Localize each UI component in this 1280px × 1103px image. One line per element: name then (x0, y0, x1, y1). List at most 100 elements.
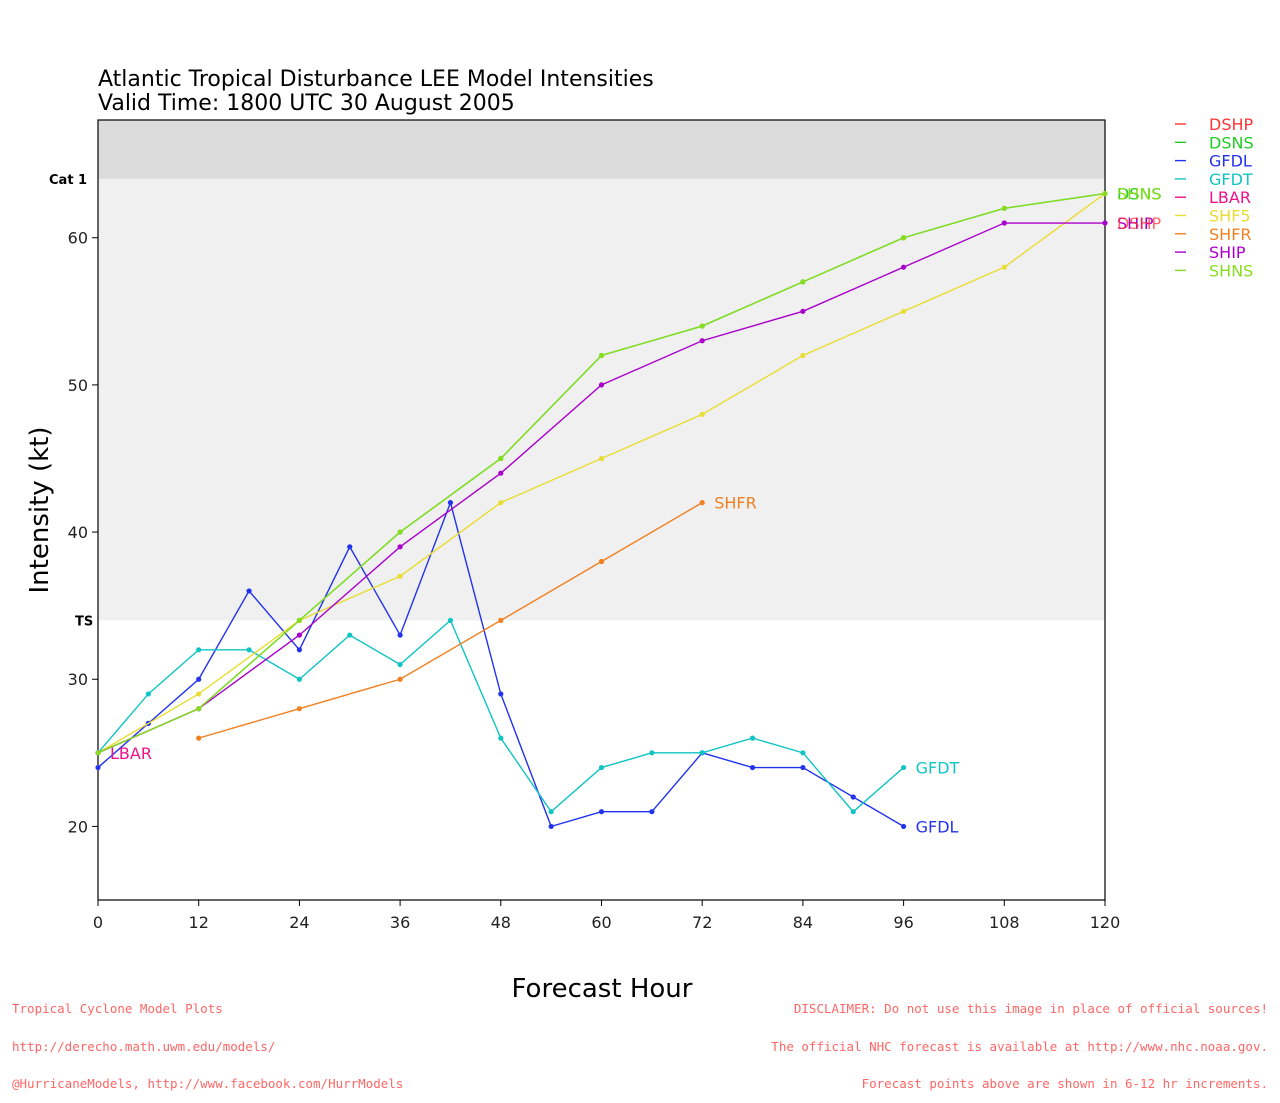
data-point-shf5 (397, 573, 403, 579)
y-tick-label: 50 (68, 376, 88, 395)
data-point-gfdt (246, 647, 252, 653)
data-point-gfdl (649, 809, 655, 815)
data-point-gfdl (347, 544, 353, 550)
data-point-gfdl (598, 809, 605, 815)
data-point-shns (699, 323, 705, 329)
x-tick-label: 12 (189, 913, 209, 932)
data-point-ship (1001, 220, 1007, 226)
data-point-shfr (699, 500, 705, 506)
data-point-ship (296, 632, 302, 638)
footer-credit-line: http://derecho.math.uwm.edu/models/ (12, 1038, 276, 1054)
data-point-shf5 (598, 455, 605, 462)
legend-entry-shfr: SHFR (1209, 225, 1252, 244)
y-tick-label: 60 (68, 229, 88, 248)
data-point-gfdt (749, 735, 756, 741)
x-tick-label: 108 (989, 913, 1020, 932)
end-label-gfdl: GFDL (916, 817, 959, 836)
data-point-shns (598, 352, 605, 359)
data-point-gfdl (901, 823, 907, 830)
x-tick-label: 84 (793, 913, 813, 932)
data-point-gfdt (447, 617, 454, 623)
x-tick-label: 24 (289, 913, 309, 932)
x-tick-label: 36 (390, 913, 410, 932)
data-point-shfr (498, 617, 504, 623)
end-label-dshp: DSHP (1117, 214, 1162, 233)
data-point-shns (196, 706, 202, 712)
end-label-shns: SHNS (1117, 185, 1161, 204)
data-point-gfdl (498, 691, 504, 697)
legend-entry-gfdl: GFDL (1209, 152, 1252, 171)
data-point-shns (800, 279, 806, 285)
data-point-gfdl (749, 764, 756, 771)
legend-entry-lbar: LBAR (1209, 188, 1251, 207)
data-point-ship (800, 308, 806, 314)
data-point-shns (498, 455, 504, 462)
data-point-gfdt (296, 676, 302, 682)
series-line-shfr (198, 502, 703, 739)
series-line-gfdt (97, 619, 905, 813)
data-point-shf5 (1001, 264, 1007, 270)
data-point-gfdt (397, 661, 403, 668)
data-point-shf5 (196, 691, 202, 697)
footer-credits: Tropical Cyclone Model Plots http://dere… (12, 978, 403, 1103)
data-point-gfdl (548, 823, 554, 830)
end-label-shfr: SHFR (714, 494, 757, 513)
legend-entry-ship: SHIP (1209, 243, 1246, 262)
footer-credit-line: Tropical Cyclone Model Plots (12, 1001, 223, 1016)
legend-entry-dsns: DSNS (1209, 133, 1254, 152)
y-tick-label: 20 (68, 817, 88, 836)
data-point-ship (598, 382, 605, 388)
data-point-shns (397, 529, 403, 535)
y-tick-label: 40 (68, 523, 88, 542)
data-point-gfdl (397, 632, 403, 638)
data-point-gfdt (901, 764, 907, 771)
axes: 0 12 24 36 48 60 72 84 96 108 120 20 30 40 50 60 (68, 119, 1120, 932)
data-point-shns (296, 617, 302, 623)
data-point-gfdt (699, 750, 705, 756)
data-point-shfr (598, 558, 605, 565)
chart-title: Atlantic Tropical Disturbance LEE Model … (98, 67, 654, 92)
x-tick-label: 72 (692, 913, 712, 932)
data-point-shfr (296, 706, 302, 712)
data-point-shf5 (901, 308, 907, 314)
x-tick-label: 60 (591, 913, 611, 932)
y-tick-label: 30 (68, 670, 88, 689)
data-point-shns (95, 750, 101, 756)
data-point-gfdl (95, 764, 101, 771)
intensity-chart: TS Cat 1 0 12 24 36 48 60 72 84 96 108 120 20 30 40 50 6… (25, 67, 1254, 1004)
legend-entry-dshp: DSHP (1209, 115, 1254, 134)
end-label-dsns: DSNS (1117, 185, 1162, 204)
data-point-shns (901, 235, 907, 241)
data-point-gfdl (800, 764, 806, 771)
data-point-gfdt (850, 809, 856, 815)
legend-entry-shns: SHNS (1209, 261, 1253, 280)
end-label-ship: SHIP (1117, 214, 1154, 233)
data-point-gfdl (850, 794, 856, 800)
data-point-shns (1001, 205, 1007, 211)
legend-entry-shf5: SHF5 (1209, 207, 1251, 226)
data-point-gfdt (548, 809, 554, 815)
data-point-shfr (196, 735, 202, 741)
end-labels: DSNS GFDL GFDT LBAR SHFR SHIP SHNS DSHP (110, 185, 1162, 837)
data-point-gfdl (196, 676, 202, 682)
footer-disclaimer-line: Forecast points above are shown in 6-12 … (861, 1076, 1268, 1091)
footer-disclaimer: DISCLAIMER: Do not use this image in pla… (771, 978, 1268, 1103)
footer-disclaimer-line: DISCLAIMER: Do not use this image in pla… (793, 1001, 1268, 1016)
band-label-cat1: Cat 1 (49, 173, 87, 188)
intensity-bands: TS Cat 1 (49, 120, 1105, 629)
band-cat1 (98, 120, 1105, 179)
end-label-lbar: LBAR (110, 744, 152, 763)
legend-entry-gfdt: GFDT (1209, 170, 1253, 189)
data-point-ship (1102, 220, 1108, 226)
data-point-gfdt (598, 764, 605, 771)
x-tick-label: 0 (93, 913, 103, 932)
end-label-gfdt: GFDT (916, 759, 960, 778)
data-point-gfdt (145, 691, 151, 697)
x-axis-label: Forecast Hour (512, 974, 693, 1004)
footer-credit-line: @HurricaneModels, http://www.facebook.co… (12, 1076, 404, 1091)
series-lines (95, 190, 1108, 830)
data-point-ship (901, 264, 907, 270)
data-point-shfr (397, 676, 403, 682)
data-point-shf5 (498, 500, 504, 506)
